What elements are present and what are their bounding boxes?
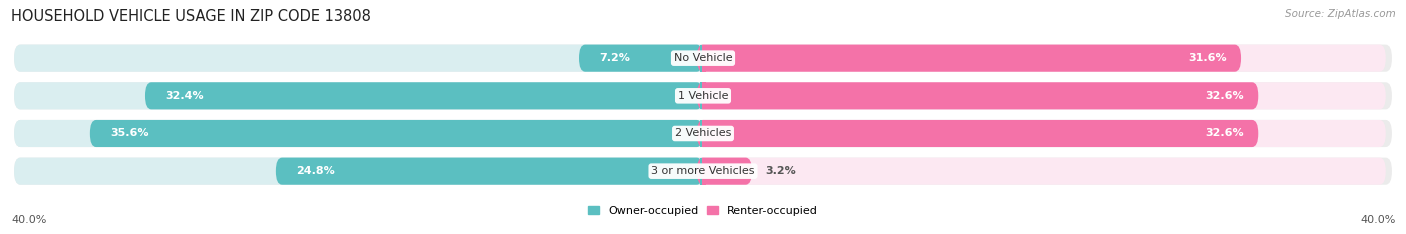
Bar bbox=[699, 45, 704, 72]
Text: 32.6%: 32.6% bbox=[1205, 128, 1244, 139]
Bar bbox=[702, 120, 707, 147]
FancyBboxPatch shape bbox=[579, 45, 703, 72]
Text: HOUSEHOLD VEHICLE USAGE IN ZIP CODE 13808: HOUSEHOLD VEHICLE USAGE IN ZIP CODE 1380… bbox=[11, 9, 371, 24]
Text: 24.8%: 24.8% bbox=[297, 166, 335, 176]
Text: 3 or more Vehicles: 3 or more Vehicles bbox=[651, 166, 755, 176]
FancyBboxPatch shape bbox=[14, 158, 1392, 185]
FancyBboxPatch shape bbox=[697, 158, 752, 185]
Bar bbox=[699, 82, 704, 109]
Text: 31.6%: 31.6% bbox=[1188, 53, 1226, 63]
FancyBboxPatch shape bbox=[14, 45, 1392, 72]
Bar bbox=[702, 158, 706, 185]
FancyBboxPatch shape bbox=[90, 120, 703, 147]
Bar bbox=[702, 45, 706, 72]
FancyBboxPatch shape bbox=[276, 158, 703, 185]
Text: 32.4%: 32.4% bbox=[166, 91, 204, 101]
FancyBboxPatch shape bbox=[697, 45, 1386, 72]
FancyBboxPatch shape bbox=[14, 82, 1392, 109]
Text: 2 Vehicles: 2 Vehicles bbox=[675, 128, 731, 139]
Bar bbox=[700, 45, 704, 72]
Bar bbox=[700, 158, 704, 185]
Bar bbox=[702, 82, 707, 109]
Text: 1 Vehicle: 1 Vehicle bbox=[678, 91, 728, 101]
FancyBboxPatch shape bbox=[145, 82, 703, 109]
Text: Source: ZipAtlas.com: Source: ZipAtlas.com bbox=[1285, 9, 1396, 19]
Legend: Owner-occupied, Renter-occupied: Owner-occupied, Renter-occupied bbox=[583, 201, 823, 220]
Text: 40.0%: 40.0% bbox=[11, 215, 46, 225]
Bar bbox=[702, 120, 706, 147]
Bar bbox=[702, 45, 707, 72]
Bar bbox=[699, 158, 704, 185]
FancyBboxPatch shape bbox=[14, 45, 709, 72]
Text: 32.6%: 32.6% bbox=[1205, 91, 1244, 101]
Bar bbox=[699, 120, 704, 147]
FancyBboxPatch shape bbox=[697, 158, 1386, 185]
Text: 35.6%: 35.6% bbox=[111, 128, 149, 139]
FancyBboxPatch shape bbox=[697, 45, 1241, 72]
Text: No Vehicle: No Vehicle bbox=[673, 53, 733, 63]
FancyBboxPatch shape bbox=[14, 120, 709, 147]
Bar bbox=[700, 82, 704, 109]
FancyBboxPatch shape bbox=[14, 120, 1392, 147]
Text: 7.2%: 7.2% bbox=[599, 53, 630, 63]
FancyBboxPatch shape bbox=[697, 120, 1386, 147]
FancyBboxPatch shape bbox=[697, 120, 1258, 147]
Text: 40.0%: 40.0% bbox=[1361, 215, 1396, 225]
Bar bbox=[702, 158, 707, 185]
FancyBboxPatch shape bbox=[697, 82, 1386, 109]
FancyBboxPatch shape bbox=[14, 82, 709, 109]
Bar bbox=[700, 120, 704, 147]
Bar bbox=[702, 82, 706, 109]
FancyBboxPatch shape bbox=[14, 158, 709, 185]
Text: 3.2%: 3.2% bbox=[765, 166, 796, 176]
FancyBboxPatch shape bbox=[697, 82, 1258, 109]
